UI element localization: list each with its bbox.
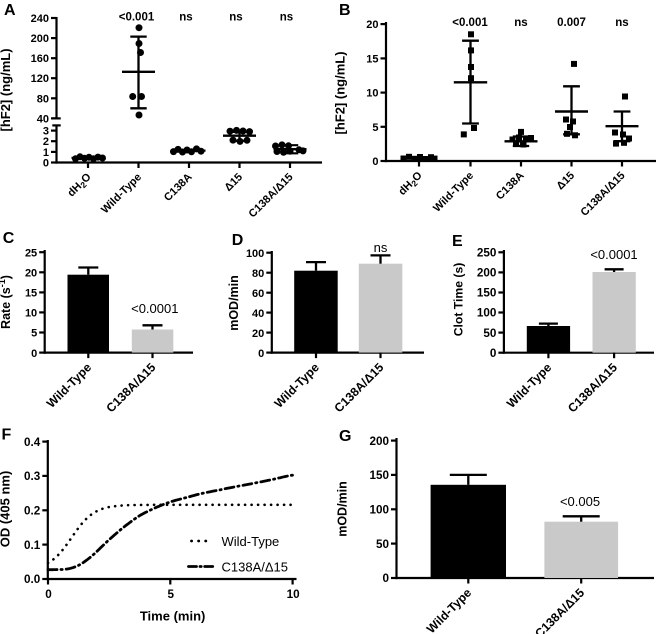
svg-text:0: 0 [490,347,497,360]
svg-text:<0.0001: <0.0001 [590,247,637,262]
svg-text:80: 80 [252,268,264,280]
svg-text:15: 15 [25,288,37,300]
svg-text:100: 100 [477,307,497,320]
svg-text:20: 20 [366,19,378,31]
svg-text:0: 0 [43,158,49,170]
svg-text:50: 50 [483,327,497,340]
svg-text:100: 100 [246,248,264,260]
svg-text:C138A/Δ15: C138A/Δ15 [222,560,289,575]
svg-text:10: 10 [25,308,37,320]
svg-text:A: A [4,2,16,19]
svg-text:F: F [2,427,12,444]
svg-text:D: D [232,232,244,249]
svg-text:0: 0 [372,156,378,168]
svg-text:G: G [339,428,351,445]
svg-text:C: C [3,230,15,247]
svg-text:0: 0 [382,572,389,585]
svg-text:0.007: 0.007 [557,17,586,29]
svg-text:Clot Time (s): Clot Time (s) [451,263,465,337]
svg-text:200: 200 [369,435,389,448]
svg-text:ns: ns [179,12,192,24]
svg-text:B: B [339,2,351,19]
svg-text:ns: ns [514,17,527,29]
svg-text:E: E [452,233,463,250]
svg-text:1: 1 [43,147,49,159]
svg-text:ns: ns [280,12,293,24]
svg-text:5: 5 [168,588,175,601]
svg-text:40: 40 [252,308,264,320]
svg-text:[hF2] (ng/mL): [hF2] (ng/mL) [332,51,347,134]
svg-text:160: 160 [31,53,49,65]
svg-text:120: 120 [31,73,49,85]
svg-text:150: 150 [477,287,497,300]
svg-text:3: 3 [43,126,49,138]
svg-text:0: 0 [258,348,264,360]
svg-text:ns: ns [615,17,628,29]
svg-text:Rate (s-1): Rate (s-1) [0,275,13,329]
svg-text:0.0: 0.0 [24,573,41,586]
svg-text:ns: ns [374,240,388,255]
svg-text:15: 15 [366,53,378,65]
svg-text:0.3: 0.3 [24,470,41,483]
svg-text:60: 60 [252,288,264,300]
svg-text:250: 250 [477,247,497,260]
svg-text:<0.001: <0.001 [119,12,155,24]
svg-text:<0.005: <0.005 [560,494,600,509]
svg-text:150: 150 [369,469,389,482]
svg-text:0.2: 0.2 [24,505,41,518]
svg-text:<0.0001: <0.0001 [131,301,178,316]
svg-text:0: 0 [45,588,52,601]
svg-text:mOD/min: mOD/min [336,481,350,537]
svg-text:200: 200 [31,33,49,45]
svg-text:5: 5 [31,328,37,340]
svg-text:[hF2] (ng/mL): [hF2] (ng/mL) [0,48,13,131]
svg-text:40: 40 [37,113,49,125]
svg-text:ns: ns [229,12,242,24]
svg-text:<0.001: <0.001 [452,17,488,29]
svg-text:20: 20 [25,268,37,280]
svg-text:OD (405 nm): OD (405 nm) [0,471,13,548]
svg-text:25: 25 [25,247,37,259]
svg-text:10: 10 [366,88,378,100]
svg-text:0.1: 0.1 [24,539,41,552]
svg-text:240: 240 [31,13,49,25]
svg-text:mOD/min: mOD/min [227,275,241,331]
svg-text:0: 0 [31,348,37,360]
svg-text:100: 100 [369,504,389,517]
svg-text:5: 5 [372,122,378,134]
svg-text:50: 50 [376,538,390,551]
svg-text:Wild-Type: Wild-Type [222,534,280,549]
svg-text:200: 200 [477,267,497,280]
svg-text:2: 2 [43,136,49,148]
svg-text:Time (min): Time (min) [140,609,206,624]
svg-text:80: 80 [37,93,49,105]
svg-text:10: 10 [287,588,301,601]
svg-text:0.4: 0.4 [24,436,41,449]
svg-text:20: 20 [252,328,264,340]
